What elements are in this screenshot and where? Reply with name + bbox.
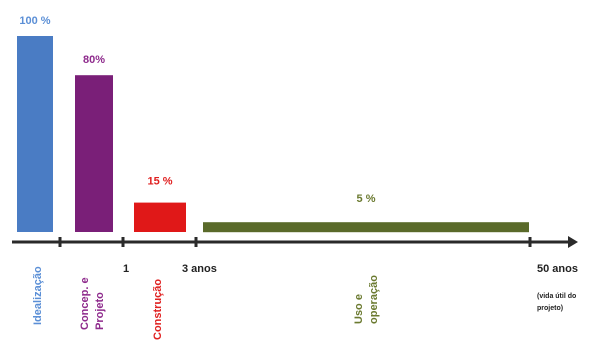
x-axis-arrow [568,236,578,248]
svg-text:(vida útil do: (vida útil do [537,293,576,300]
category-label: Construção [152,279,164,340]
svg-text:operação: operação [368,275,380,324]
bar-concep-projeto [75,75,113,232]
svg-text:Uso e: Uso e [353,294,365,324]
value-label: 80% [83,54,105,66]
category-label: Idealização [32,266,44,325]
value-label: 15 % [147,176,172,188]
bar-uso-operacao [203,222,529,233]
bar-idealizacao [17,36,53,232]
value-label: 5 % [357,193,376,205]
value-label: 100 % [19,15,50,27]
category-label: Concep. e Projeto [79,277,106,330]
tick-label: 3 anos [182,263,217,275]
lifetime-note: (vida útil do projeto) [537,293,576,312]
tick-label: 1 [123,263,129,275]
svg-text:Projeto: Projeto [94,292,106,330]
svg-text:Concep. e: Concep. e [79,277,91,330]
tick-label: 50 anos [537,263,578,275]
svg-text:projeto): projeto) [537,305,563,312]
bar-construcao [134,202,186,232]
category-label: Uso e operação [353,275,380,324]
